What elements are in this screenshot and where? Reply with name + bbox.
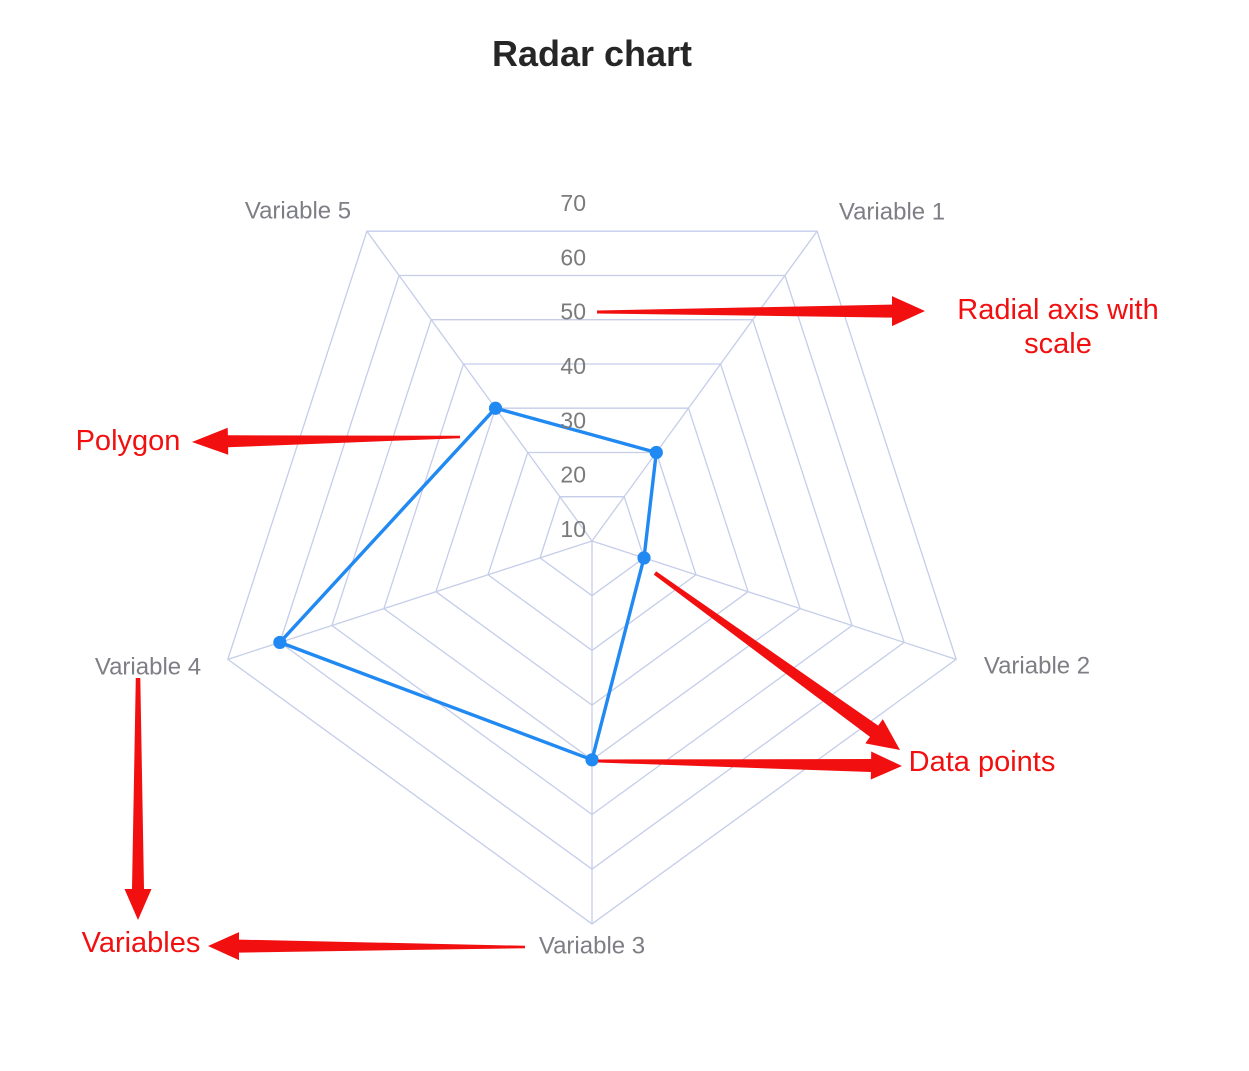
data-point <box>273 635 287 650</box>
category-label: Variable 1 <box>839 199 945 226</box>
annotation-text-polygon: Polygon <box>76 425 181 457</box>
radial-axis-line <box>227 540 593 660</box>
tick-label: 50 <box>560 299 586 325</box>
radial-axis-line <box>366 230 593 542</box>
data-point <box>585 753 599 767</box>
tick-label: 40 <box>560 353 586 379</box>
annotation-arrow <box>598 751 902 780</box>
annotation-text-data_points: Data points <box>909 746 1056 778</box>
annotation-arrow <box>597 296 925 327</box>
grid-ring <box>435 407 749 706</box>
annotation-arrow <box>192 427 460 455</box>
tick-label: 60 <box>560 244 586 270</box>
tick-label: 20 <box>560 462 586 488</box>
radial-axis-line <box>591 230 818 542</box>
grid-ring <box>539 496 645 597</box>
grid-ring <box>331 319 853 816</box>
grid-ring <box>487 451 697 652</box>
chart-title: Radar chart <box>491 33 693 74</box>
data-point <box>649 445 663 460</box>
tick-label: 70 <box>560 190 586 216</box>
annotation-text-variables: Variables <box>82 927 201 959</box>
grid-ring <box>383 363 801 761</box>
annotation-text-radial_axis: Radial axis with <box>957 294 1158 326</box>
category-label: Variable 2 <box>984 653 1090 680</box>
category-label: Variable 3 <box>539 933 645 960</box>
annotation-text-radial_axis: scale <box>1024 328 1092 360</box>
grid-ring <box>279 274 905 871</box>
series-polygon <box>278 406 658 762</box>
radial-axis-line <box>591 540 957 660</box>
data-point <box>488 401 503 415</box>
category-label: Variable 4 <box>95 654 201 681</box>
tick-label: 30 <box>560 407 586 433</box>
tick-label: 10 <box>560 516 586 542</box>
annotation-arrow <box>653 571 900 750</box>
category-label: Variable 5 <box>245 198 351 225</box>
data-point <box>637 551 651 565</box>
annotation-arrow <box>208 932 525 961</box>
annotation-arrow <box>124 678 152 920</box>
grid-ring <box>227 230 957 925</box>
